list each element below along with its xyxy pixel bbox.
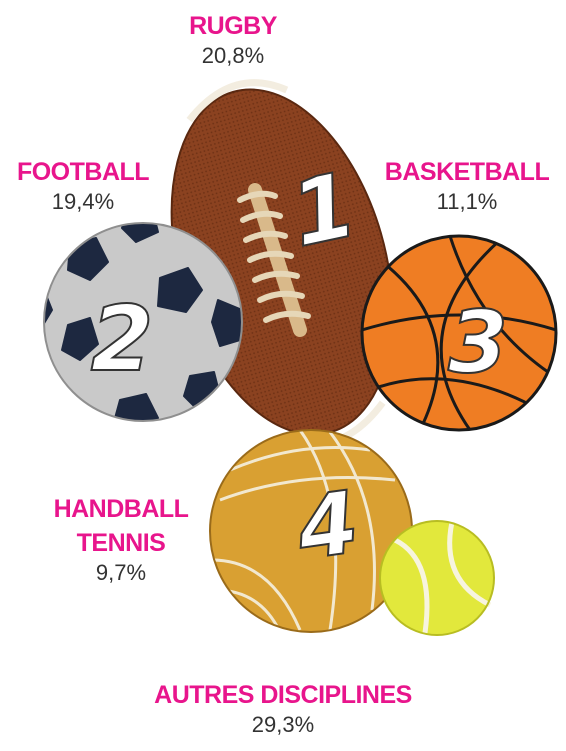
rugby-label: RUGBY 20,8% [183, 12, 283, 71]
autres-disciplines-label: AUTRES DISCIPLINES 29,3% [133, 681, 433, 740]
sport-percentage: 29,3% [251, 712, 315, 737]
rugby-laces-icon [237, 183, 311, 337]
rank-number: 2 [91, 287, 154, 392]
basketball-label: BASKETBALL 11,1% [372, 158, 562, 217]
sport-name: HANDBALL [53, 495, 189, 523]
sport-percentage: 9,7% [95, 560, 147, 585]
sport-name: BASKETBALL [384, 158, 550, 186]
rank-number: 3 [448, 293, 508, 393]
volleyball-icon [209, 429, 413, 633]
sport-percentage: 19,4% [51, 189, 115, 214]
tennis-ball-icon [379, 520, 495, 636]
rank-number: 4 [290, 473, 364, 580]
sport-name: FOOTBALL [16, 158, 150, 186]
sport-name: AUTRES DISCIPLINES [154, 681, 412, 709]
football-label: FOOTBALL 19,4% [0, 158, 166, 217]
sport-name: RUGBY [189, 12, 277, 40]
sport-name: TENNIS [76, 529, 166, 557]
sport-percentage: 20,8% [201, 43, 265, 68]
handball-tennis-label: HANDBALL TENNIS 9,7% [26, 495, 216, 588]
sport-percentage: 11,1% [436, 189, 498, 214]
basketball-icon [360, 234, 558, 432]
soccer-ball-icon [43, 222, 243, 422]
